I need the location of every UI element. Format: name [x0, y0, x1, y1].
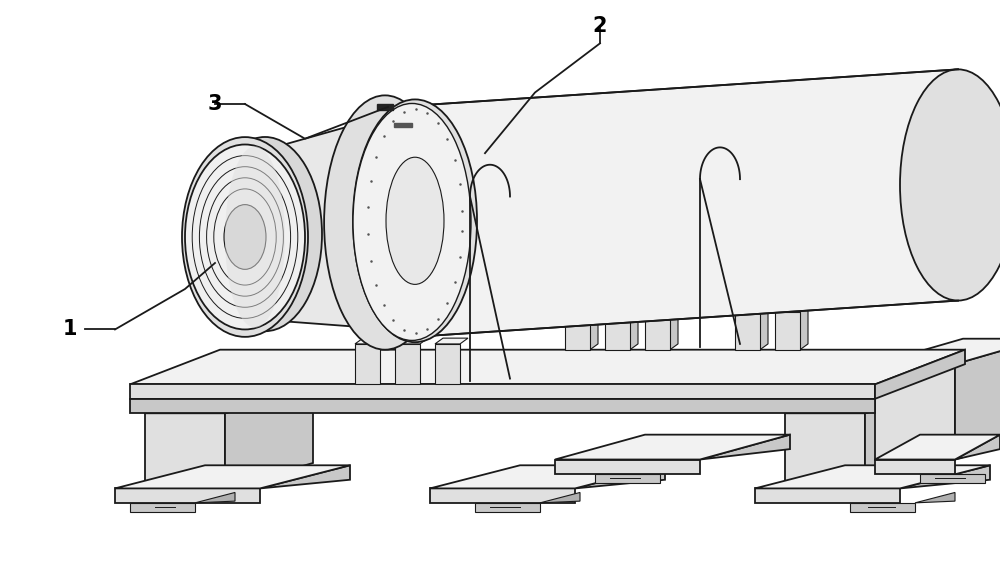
Polygon shape — [875, 435, 1000, 460]
Polygon shape — [700, 435, 790, 460]
Polygon shape — [595, 474, 660, 483]
Ellipse shape — [208, 137, 322, 331]
Ellipse shape — [324, 95, 446, 350]
Polygon shape — [430, 465, 665, 488]
Polygon shape — [605, 312, 630, 350]
Ellipse shape — [337, 107, 453, 338]
Polygon shape — [245, 116, 385, 329]
Polygon shape — [435, 344, 460, 384]
Ellipse shape — [224, 205, 266, 269]
Polygon shape — [115, 465, 350, 488]
Polygon shape — [377, 104, 393, 110]
Polygon shape — [800, 306, 808, 350]
Text: 1: 1 — [63, 320, 77, 339]
Polygon shape — [395, 338, 428, 344]
Polygon shape — [395, 344, 420, 384]
Polygon shape — [875, 364, 955, 460]
Polygon shape — [260, 465, 350, 488]
Polygon shape — [130, 503, 195, 512]
Polygon shape — [435, 338, 468, 344]
Polygon shape — [430, 488, 575, 503]
Polygon shape — [195, 492, 235, 503]
Polygon shape — [605, 306, 638, 312]
Polygon shape — [355, 344, 380, 384]
Polygon shape — [145, 388, 313, 413]
Ellipse shape — [225, 146, 285, 328]
Polygon shape — [785, 413, 865, 488]
Polygon shape — [900, 465, 990, 488]
Polygon shape — [645, 312, 670, 350]
Polygon shape — [955, 339, 1000, 460]
Polygon shape — [145, 413, 225, 488]
Polygon shape — [755, 465, 990, 488]
Polygon shape — [865, 388, 953, 488]
Polygon shape — [920, 474, 985, 483]
Polygon shape — [875, 350, 965, 399]
Text: 2: 2 — [593, 16, 607, 36]
Ellipse shape — [182, 137, 308, 337]
Polygon shape — [735, 306, 768, 312]
Polygon shape — [555, 435, 790, 460]
Ellipse shape — [386, 157, 444, 284]
Polygon shape — [540, 492, 580, 503]
Ellipse shape — [900, 69, 1000, 301]
Polygon shape — [875, 339, 1000, 364]
Polygon shape — [130, 350, 965, 384]
Polygon shape — [915, 492, 955, 503]
Polygon shape — [475, 503, 540, 512]
Polygon shape — [115, 488, 260, 503]
Text: 3: 3 — [208, 94, 222, 114]
Polygon shape — [850, 503, 915, 512]
Ellipse shape — [353, 103, 471, 340]
Polygon shape — [670, 306, 678, 350]
Polygon shape — [630, 306, 638, 350]
Polygon shape — [355, 338, 388, 344]
Polygon shape — [785, 388, 953, 413]
Polygon shape — [575, 465, 665, 488]
Polygon shape — [565, 306, 598, 312]
Polygon shape — [735, 312, 760, 350]
Polygon shape — [394, 123, 412, 127]
Ellipse shape — [353, 99, 477, 342]
Polygon shape — [755, 488, 900, 503]
Polygon shape — [760, 306, 768, 350]
Polygon shape — [875, 460, 955, 474]
Polygon shape — [225, 388, 313, 488]
Polygon shape — [130, 384, 875, 399]
Polygon shape — [955, 435, 1000, 460]
Ellipse shape — [185, 144, 305, 329]
Polygon shape — [590, 306, 598, 350]
Polygon shape — [775, 306, 808, 312]
Polygon shape — [645, 306, 678, 312]
Polygon shape — [130, 399, 875, 413]
Polygon shape — [565, 312, 590, 350]
Polygon shape — [775, 312, 800, 350]
Polygon shape — [555, 460, 700, 474]
Polygon shape — [395, 69, 958, 338]
